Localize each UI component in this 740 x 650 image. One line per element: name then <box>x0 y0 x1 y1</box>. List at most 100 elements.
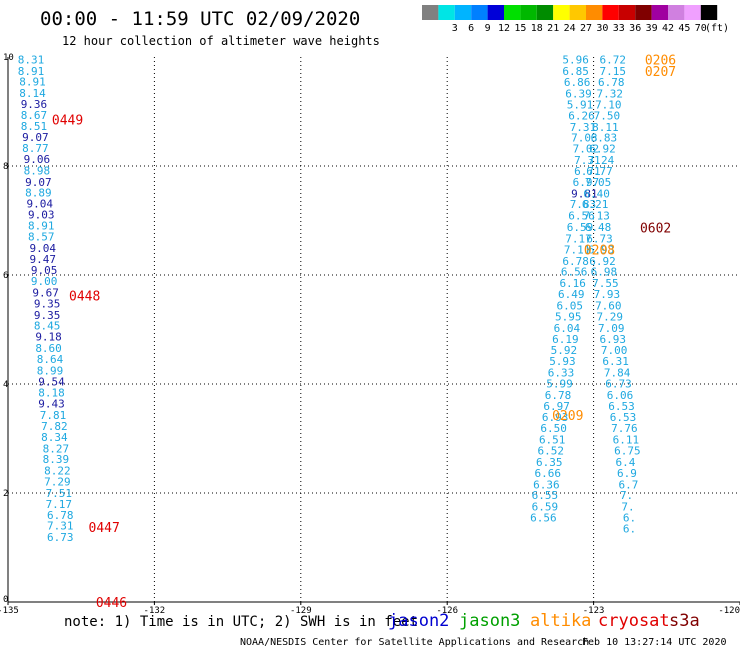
wave-height-value: 6.78 <box>598 76 625 89</box>
wave-height-value: 8.91 <box>28 219 55 232</box>
wave-height-value: 6.33 <box>548 367 575 380</box>
wave-height-value: 9.00 <box>31 275 58 288</box>
wave-height-value: 6.59 <box>567 221 594 234</box>
wave-height-value: 6.06 <box>607 389 634 402</box>
plot-area <box>7 57 740 603</box>
wave-height-value: 7.51 <box>46 487 73 500</box>
wave-height-value: 7.15 <box>599 65 626 78</box>
wave-height-value: 6.98 <box>591 266 618 279</box>
wave-height-value: 6.05 <box>557 300 584 313</box>
colorbar-label: 6 <box>468 23 474 34</box>
wave-height-value: 7. <box>620 489 633 502</box>
track-right-b: 6.727.156.787.327.107.508.116.836.927.24… <box>582 54 641 536</box>
wave-height-value: 6.16 <box>559 277 586 290</box>
y-tick-label: 2 <box>3 489 8 499</box>
wave-height-value: 7.55 <box>592 277 619 290</box>
wave-height-value: 8.14 <box>19 87 46 100</box>
wave-height-value: 6.83 <box>591 132 618 145</box>
axis-ticks: -135 -132 -129 -126 -123 -120 0 2 4 6 8 10 <box>0 53 740 616</box>
wave-height-value: 6.04 <box>554 322 581 335</box>
wave-height-value: 8.27 <box>43 442 69 455</box>
colorbar-swatch <box>684 5 701 20</box>
colorbar-label: 70 <box>695 23 707 34</box>
wave-height-value: 8.77 <box>22 142 49 155</box>
colorbar-swatch <box>454 5 472 20</box>
wave-height-value: 9.06 <box>24 153 50 166</box>
wave-height-value: 6.7 <box>618 478 638 491</box>
wave-height-value: 6.53 <box>610 411 637 424</box>
wave-height-value: 6.53 <box>608 400 635 413</box>
wave-height-value: 6.93 <box>599 333 626 346</box>
wave-height-value: 7.05 <box>585 176 612 189</box>
chart-title: 00:00 - 11:59 UTC 02/09/2020 <box>40 8 360 30</box>
wave-height-value: 9.81 <box>571 187 598 200</box>
wave-height-value: 7.32 <box>597 88 624 101</box>
time-label: 0447 <box>89 521 120 536</box>
wave-height-value: 8.18 <box>38 387 64 400</box>
wave-height-value: 7.29 <box>44 476 71 489</box>
colorbar-swatch <box>668 5 685 20</box>
wave-height-value: 6.86 <box>564 76 591 89</box>
grid-lines <box>8 57 740 602</box>
wave-height-value: 7.29 <box>597 310 624 323</box>
time-labels: 0449044804470446020602070208020906020 <box>52 54 676 611</box>
track-left: 8.318.918.918.149.368.678.519.078.779.06… <box>18 54 74 544</box>
wave-height-value: 8.98 <box>24 164 50 177</box>
wave-height-points: 8.318.918.918.149.368.678.519.078.779.06… <box>18 54 641 544</box>
wave-height-value: 9.36 <box>21 98 48 111</box>
wave-height-value: 6.66 <box>535 467 562 480</box>
wave-height-value: 6. <box>623 522 636 535</box>
wave-height-value: 6.56 <box>530 512 557 525</box>
wave-height-value: 8.67 <box>21 109 48 122</box>
time-label: 0602 <box>640 222 671 237</box>
wave-height-value: 7.81 <box>40 409 67 422</box>
wave-height-value: 6.21 <box>582 198 609 211</box>
wave-height-value: 6.85 <box>562 65 589 78</box>
time-label: 0209 <box>552 409 583 424</box>
wave-height-value: 6.92 <box>589 255 616 268</box>
wave-height-value: 6.75 <box>614 444 641 457</box>
colorbar-label: 3 <box>452 23 458 34</box>
wave-height-value: 7.83 <box>570 198 597 211</box>
colorbar-swatch <box>700 5 718 20</box>
colorbar-swatch <box>422 5 439 20</box>
wave-height-value: 6.97 <box>573 176 600 189</box>
wave-height-value: 6.50 <box>540 422 567 435</box>
wave-height-value: 7.00 <box>601 344 628 357</box>
wave-height-value: 9.04 <box>29 242 56 255</box>
wave-height-value: 8.91 <box>19 76 46 89</box>
wave-height-value: 7.50 <box>594 109 621 122</box>
footer-credit: NOAA/NESDIS Center for Satellite Applica… <box>240 637 589 648</box>
colorbar-swatch <box>602 5 619 20</box>
wave-height-value: 5.99 <box>546 377 573 390</box>
legend-jason2: jason2 <box>388 611 449 631</box>
colorbar-swatch <box>553 5 570 20</box>
wave-height-value: 6.78 <box>562 255 589 268</box>
wave-height-value: 8.45 <box>34 320 61 333</box>
colorbar-swatch <box>504 5 521 20</box>
colorbar-swatch <box>635 5 652 20</box>
colorbar-label: 9 <box>485 23 491 34</box>
colorbar-label: 24 <box>564 23 576 34</box>
wave-height-value: 7.10 <box>595 98 622 111</box>
colorbar-label: 12 <box>498 23 510 34</box>
wave-height-value: 7.31 <box>574 154 601 167</box>
wave-height-value: 7. <box>621 501 634 514</box>
wave-height-value: 7.11 <box>564 243 591 256</box>
wave-height-value: 6.97 <box>543 400 570 413</box>
colorbar-legend: 3 6 9 12 15 18 21 24 27 30 33 36 39 42 45 70 <box>422 5 718 34</box>
y-tick-label: 8 <box>3 162 8 172</box>
colorbar-label: 15 <box>514 23 526 34</box>
colorbar-swatch <box>586 5 603 20</box>
time-label: 0446 <box>96 596 127 611</box>
y-tick-label: 10 <box>3 53 14 63</box>
colorbar-swatch <box>569 5 586 20</box>
wave-height-value: 6.92 <box>589 143 616 156</box>
wave-height-value: 7.82 <box>41 420 68 433</box>
wave-height-value: 6.56 <box>568 210 595 223</box>
colorbar-swatch <box>618 5 636 20</box>
x-tick-label: -132 <box>144 606 166 616</box>
wave-height-value: 8.99 <box>37 364 64 377</box>
wave-height-value: 7.60 <box>595 300 622 313</box>
